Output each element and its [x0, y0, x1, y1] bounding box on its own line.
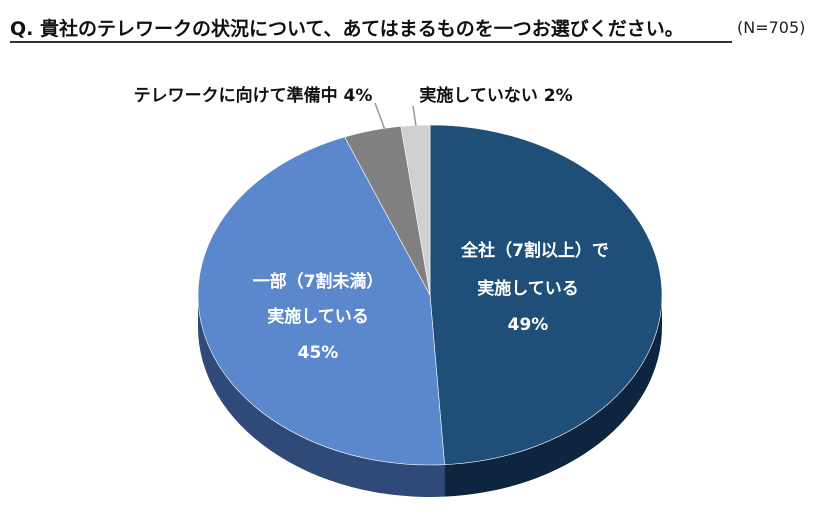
label-full-company-line1: 全社（7割以上）で — [460, 240, 609, 261]
pie-side-full-company — [444, 295, 662, 497]
label-not-implementing: 実施していない 2% — [419, 85, 572, 106]
leader-line-not-implementing — [412, 105, 417, 127]
label-full-company-line2: 実施している — [477, 278, 579, 299]
title-underline — [10, 41, 732, 43]
label-partial-line1: 一部（7割未満） — [253, 271, 384, 292]
leader-line-preparing — [374, 102, 386, 131]
question-title: Q. 貴社のテレワークの状況について、あてはまるものを一つお選びください。 — [10, 18, 684, 40]
pie-slice-partial — [197, 136, 445, 466]
pie-top-layer — [197, 124, 663, 466]
pie-side-partial — [198, 295, 445, 497]
label-partial: 一部（7割未満） 実施している 45% — [253, 271, 384, 363]
pie-slice-full-company — [429, 124, 663, 465]
label-partial-percent: 45% — [298, 343, 339, 363]
label-full-company-percent: 49% — [508, 315, 549, 335]
sample-size-label: (N=705) — [737, 18, 806, 37]
label-partial-line2: 実施している — [267, 306, 369, 327]
label-preparing: テレワークに向けて準備中 4% — [134, 85, 373, 106]
pie-side-layer — [198, 295, 662, 497]
chart-header: Q. 貴社のテレワークの状況について、あてはまるものを一つお選びください。 (N… — [10, 8, 822, 44]
label-full-company: 全社（7割以上）で 実施している 49% — [460, 240, 609, 335]
